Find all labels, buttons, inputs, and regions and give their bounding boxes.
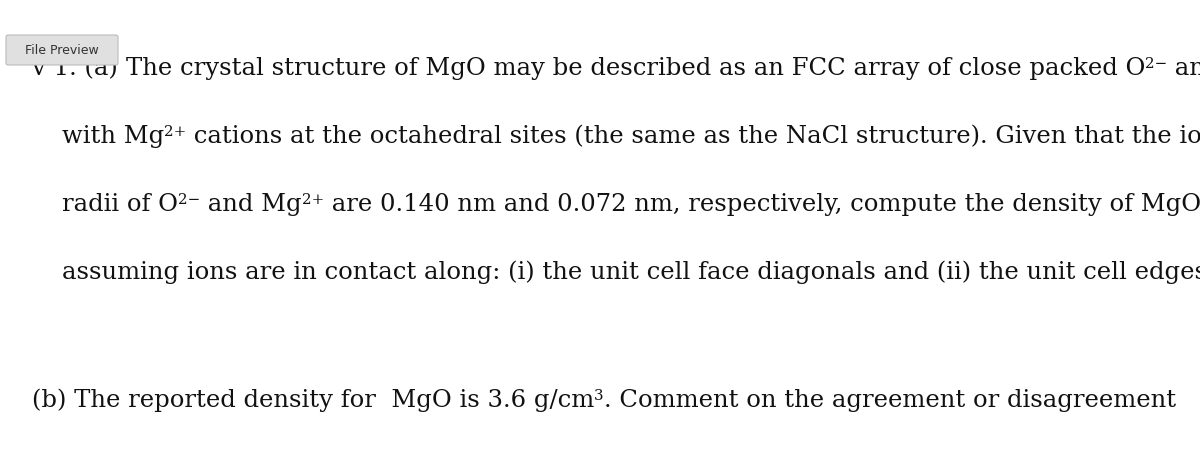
Text: anions: anions	[1168, 57, 1200, 80]
Text: radii of O: radii of O	[62, 192, 178, 216]
Text: File Preview: File Preview	[25, 45, 98, 57]
Text: (b) The reported density for  MgO is 3.6 g/cm: (b) The reported density for MgO is 3.6 …	[32, 388, 594, 411]
Text: assuming ions are in contact along: (i) the unit cell face diagonals and (ii) th: assuming ions are in contact along: (i) …	[62, 260, 1200, 283]
Text: 2−: 2−	[1145, 57, 1168, 71]
Text: are 0.140 nm and 0.072 nm, respectively, compute the density of MgO: are 0.140 nm and 0.072 nm, respectively,…	[324, 192, 1200, 216]
FancyBboxPatch shape	[6, 36, 118, 66]
Text: and Mg: and Mg	[200, 192, 302, 216]
Text: . Comment on the agreement or disagreement: . Comment on the agreement or disagreeme…	[604, 388, 1176, 411]
Text: cations at the octahedral sites (the same as the NaCl structure). Given that the: cations at the octahedral sites (the sam…	[186, 125, 1200, 148]
Text: 2+: 2+	[164, 125, 186, 139]
Text: with Mg: with Mg	[62, 125, 164, 148]
Text: The crystal structure of MgO may be described as an FCC array of close packed O: The crystal structure of MgO may be desc…	[126, 57, 1145, 80]
Text: 2−: 2−	[178, 192, 200, 207]
Text: v 1. (a): v 1. (a)	[32, 57, 126, 80]
Text: 3: 3	[594, 388, 604, 402]
Text: 2+: 2+	[302, 192, 324, 207]
